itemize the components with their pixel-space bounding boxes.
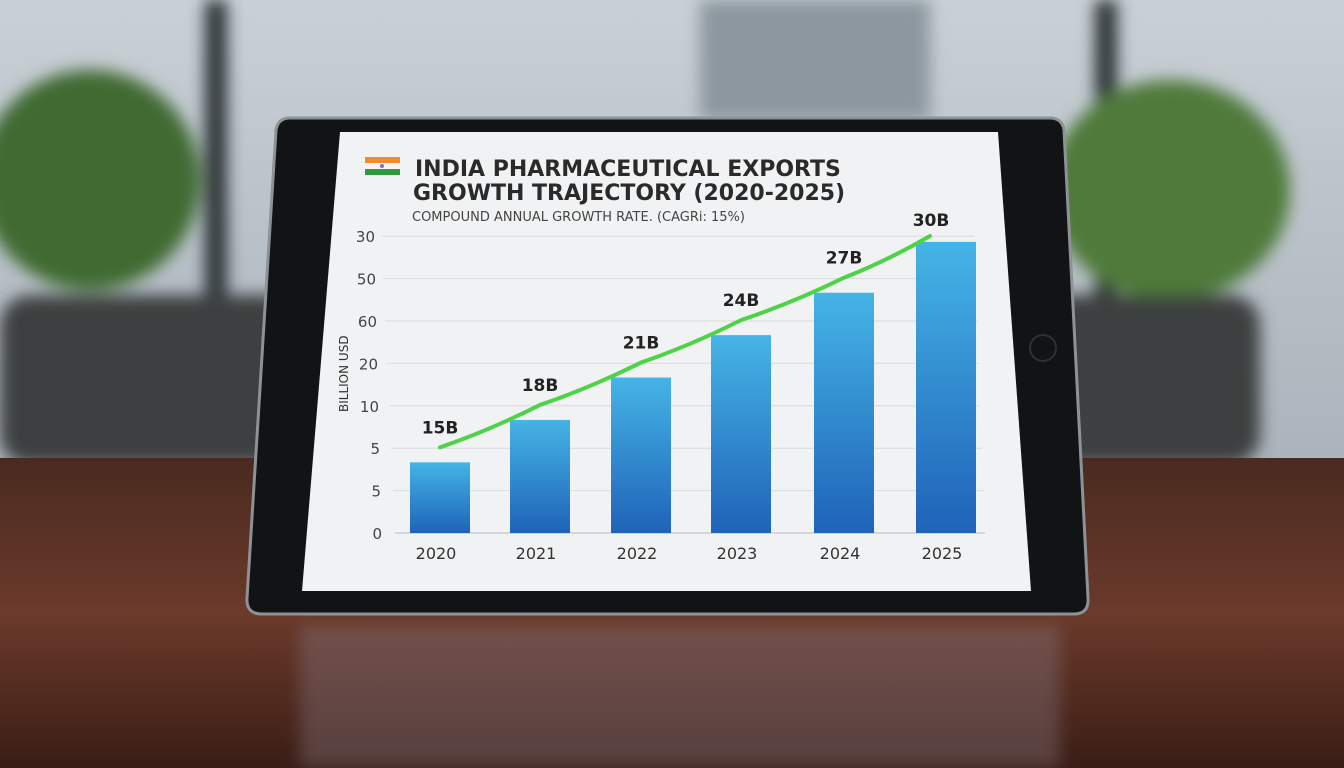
bar-2025: [916, 241, 976, 533]
blurred-office: [0, 0, 1290, 465]
data-label: 18B: [522, 376, 559, 396]
y-tick-label: 10: [360, 398, 379, 416]
bar-2024: [814, 292, 874, 533]
grid: 0 5 5 10 20 60 50 30: [356, 228, 985, 543]
data-label: 30B: [913, 211, 950, 231]
x-tick-label: 2025: [922, 544, 963, 563]
data-label: 27B: [826, 249, 863, 269]
y-tick-label: 0: [372, 525, 382, 543]
data-labels: 15B 18B 21B 24B 27B 30B: [422, 211, 950, 438]
y-tick-label: 30: [356, 228, 375, 246]
x-tick-label: 2022: [617, 544, 658, 563]
data-label: 15B: [422, 418, 459, 438]
chart-title-line-1: INDIA PHARMACEUTICAL EXPORTS: [415, 157, 841, 182]
y-tick-label: 5: [370, 440, 380, 458]
y-tick-label: 5: [371, 483, 381, 501]
y-axis-label: BILLION USD: [337, 335, 351, 412]
x-tick-label: 2021: [516, 544, 557, 563]
data-label: 21B: [623, 334, 660, 354]
y-tick-label: 60: [358, 313, 377, 331]
x-tick-label: 2020: [416, 544, 457, 563]
bar-2021: [510, 419, 570, 533]
y-tick-label: 20: [359, 355, 378, 373]
x-tick-label: 2023: [717, 544, 758, 563]
x-axis-ticks: 2020 2021 2022 2023 2024 2025: [416, 544, 963, 563]
home-button[interactable]: [1029, 334, 1057, 362]
bars: [410, 241, 976, 533]
bar-2023: [711, 335, 771, 533]
bar-2022: [611, 377, 671, 533]
tablet-reflection: [300, 625, 1060, 768]
y-tick-label: 50: [357, 271, 376, 289]
bar-2020: [410, 462, 470, 533]
chart-title-line-2: GROWTH TRAJECTORY (2020-2025): [413, 181, 845, 206]
x-tick-label: 2024: [820, 544, 861, 563]
india-flag-icon: [365, 157, 400, 175]
data-label: 24B: [723, 291, 760, 311]
chart-subtitle: COMPOUND ANNUAL GROWTH RATE. (CAGRi: 15%…: [412, 210, 745, 225]
trend-line-path: [438, 234, 932, 450]
trend-line: [438, 234, 932, 450]
